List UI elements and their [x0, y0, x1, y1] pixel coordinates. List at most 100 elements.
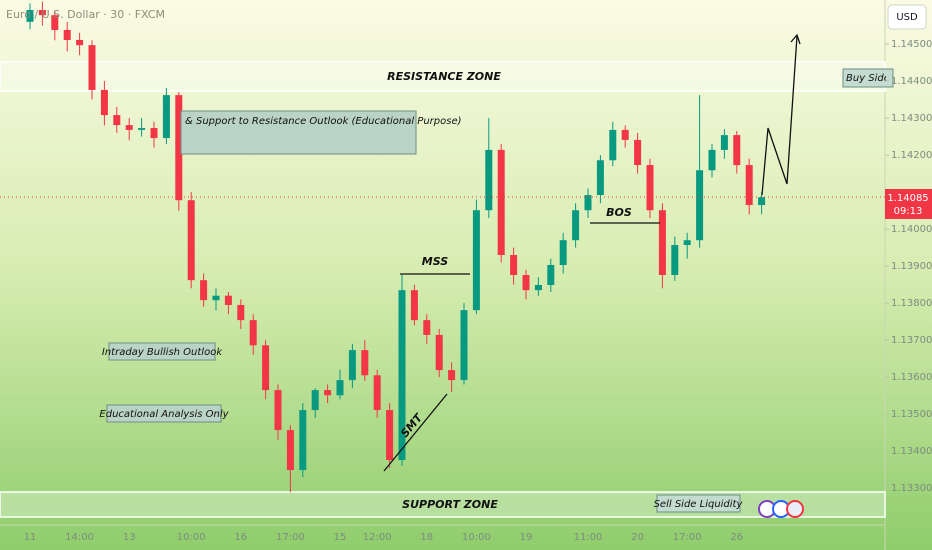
y-tick-label: 1.14300: [891, 113, 932, 124]
candle-body: [559, 240, 567, 265]
resistance-label: RESISTANCE ZONE: [387, 70, 501, 83]
price-axis: 1.14500 1.14400 1.14300 1.14200 1.14000 1.139…: [885, 39, 932, 494]
outlook-box: [180, 110, 417, 155]
candle-body: [51, 15, 59, 30]
currency-button[interactable]: [887, 4, 927, 30]
candle-body: [274, 390, 282, 431]
last-price-label: 1.14085: [887, 193, 928, 204]
candle-body: [311, 390, 319, 411]
candles: [26, 1, 766, 493]
candle-body: [671, 245, 679, 275]
candle-body: [658, 210, 666, 275]
candle-body: [26, 9, 34, 22]
countdown: 09:13: [894, 206, 923, 217]
y-tick-label: 1.13700: [891, 335, 932, 346]
support-label: SUPPORT ZONE: [402, 498, 498, 511]
candle-body: [100, 89, 108, 116]
event-icons: [758, 500, 804, 518]
projection-arrowhead: [790, 33, 801, 45]
x-tick-label: 14:00: [65, 532, 94, 543]
y-tick-label: 1.14400: [891, 76, 932, 87]
candle-body: [187, 200, 195, 281]
candle-body: [547, 264, 555, 285]
last-price-tag: [885, 189, 932, 219]
y-tick-label: 1.13500: [891, 409, 932, 420]
candle-body: [386, 410, 394, 461]
sell-side-box: [656, 494, 741, 513]
candle-body: [361, 350, 369, 376]
candle-body: [596, 160, 604, 196]
projection-path: [761, 35, 798, 196]
candle-body: [510, 255, 518, 275]
candle-body: [336, 380, 344, 396]
y-tick-label: 1.13800: [891, 298, 932, 309]
buy-side-box: [842, 68, 894, 88]
x-tick-label: 10:00: [462, 532, 491, 543]
x-tick-label: 20: [631, 532, 644, 543]
candle-body: [708, 149, 716, 171]
candle-body: [497, 149, 505, 256]
candle-body: [286, 430, 294, 471]
x-tick-label: 11: [24, 532, 37, 543]
x-tick-label: 12:00: [363, 532, 392, 543]
candle-body: [299, 410, 307, 471]
candle-body: [398, 290, 406, 461]
candle-body: [63, 29, 71, 40]
candle-body: [138, 128, 146, 130]
x-tick-label: 17:00: [673, 532, 702, 543]
candle-body: [485, 149, 493, 211]
y-tick-label: 1.13400: [891, 446, 932, 457]
candle-body: [150, 128, 158, 139]
currency-label: USD: [896, 12, 918, 23]
educational-box: [106, 404, 222, 423]
x-tick-label: 19: [520, 532, 533, 543]
candle-body: [534, 284, 542, 291]
candle-body: [125, 125, 133, 130]
y-tick-label: 1.13300: [891, 483, 932, 494]
outlook-note: & Support to Resistance Outlook (Educati…: [185, 116, 462, 127]
candle-body: [609, 129, 617, 161]
candle-body: [460, 310, 468, 381]
sell-side-note: Sell Side Liquidity: [654, 499, 744, 510]
candle-body: [373, 375, 381, 411]
candle-body: [175, 95, 183, 201]
candle-body: [584, 195, 592, 211]
candle-body: [262, 345, 270, 391]
mss-label: MSS: [422, 255, 448, 268]
resistance-zone: [0, 61, 886, 92]
y-tick-label: 1.14200: [891, 150, 932, 161]
candle-body: [88, 45, 96, 90]
candle-body: [113, 115, 121, 126]
candle-body: [745, 165, 753, 206]
smt-line: [383, 393, 448, 472]
candle-body: [348, 350, 356, 381]
x-tick-label: 15: [334, 532, 347, 543]
candle-body: [76, 39, 84, 46]
candle-body: [572, 210, 580, 241]
bos-label: BOS: [606, 206, 632, 219]
x-tick-label: 10:00: [177, 532, 206, 543]
x-tick-label: 16: [234, 532, 247, 543]
chart-title: Euro / U.S. Dollar · 30 · FXCM: [6, 8, 165, 21]
candle-body: [758, 197, 766, 206]
candle-body: [423, 320, 431, 335]
candle-body: [621, 129, 629, 140]
y-tick-label: 1.14000: [891, 224, 932, 235]
candle-body: [646, 165, 654, 211]
bullish-note: Intraday Bullish Outlook: [102, 347, 223, 358]
x-tick-label: 18: [420, 532, 433, 543]
candle-body: [249, 320, 257, 346]
x-tick-label: 11:00: [574, 532, 603, 543]
x-tick-label: 17:00: [276, 532, 305, 543]
candle-body: [224, 295, 232, 305]
event-icon: [786, 500, 804, 518]
candle-body: [162, 95, 170, 139]
candle-body: [522, 274, 530, 291]
candle-body: [435, 334, 443, 371]
y-tick-label: 1.13900: [891, 261, 932, 272]
x-tick-label: 13: [123, 532, 136, 543]
educational-note: Educational Analysis Only: [99, 409, 229, 420]
candle-body: [324, 390, 332, 396]
